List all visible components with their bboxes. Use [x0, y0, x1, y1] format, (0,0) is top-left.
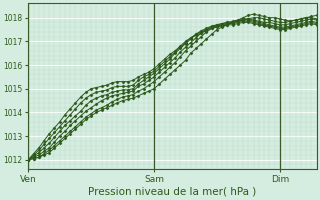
X-axis label: Pression niveau de la mer( hPa ): Pression niveau de la mer( hPa ): [88, 187, 257, 197]
